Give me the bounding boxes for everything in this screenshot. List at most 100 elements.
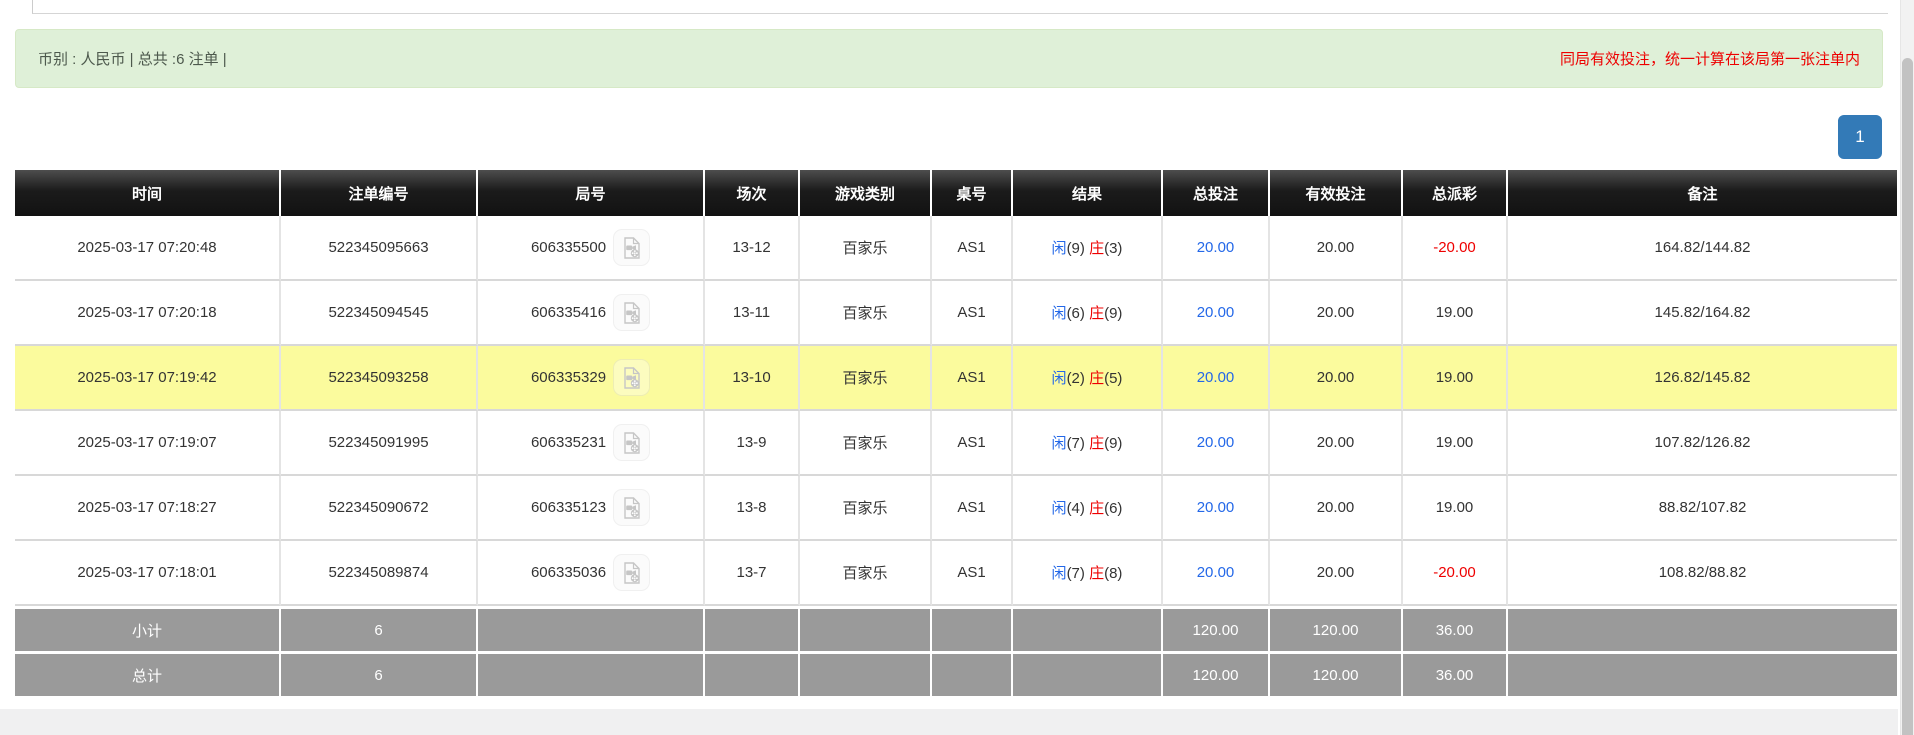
page-bottom-area [0, 709, 1898, 735]
valid-bet-cell: 20.00 [1270, 411, 1403, 476]
remark-cell: 107.82/126.82 [1508, 411, 1897, 476]
result-cell: 闲(2) 庄(5) [1013, 346, 1163, 411]
footer-payout-cell: 36.00 [1403, 651, 1508, 696]
col-header-valid-bet: 有效投注 [1270, 170, 1403, 216]
footer-total-bet-cell: 120.00 [1163, 606, 1270, 651]
valid-bet-cell: 20.00 [1270, 281, 1403, 346]
video-replay-button[interactable] [613, 489, 651, 526]
total-bet-link[interactable]: 20.00 [1163, 541, 1270, 606]
time-cell: 2025-03-17 07:19:07 [15, 411, 281, 476]
table-body: 2025-03-17 07:20:48 522345095663 6063355… [15, 216, 1897, 606]
result-player-label: 闲 [1051, 435, 1067, 452]
result-player-label: 闲 [1051, 305, 1067, 322]
video-replay-icon [620, 431, 644, 455]
total-bet-link[interactable]: 20.00 [1163, 216, 1270, 281]
cutoff-element-edge [32, 0, 1888, 14]
result-banker-label: 庄 [1089, 370, 1105, 387]
video-replay-icon [620, 496, 644, 520]
result-player-points: (9) [1066, 240, 1085, 257]
subtotal-row: 小计 6 120.00 120.00 36.00 [15, 606, 1897, 651]
footer-valid-bet-cell: 120.00 [1270, 606, 1403, 651]
round-id-cell: 606335416 [478, 281, 705, 346]
video-replay-button[interactable] [613, 229, 651, 266]
valid-bet-cell: 20.00 [1270, 216, 1403, 281]
result-banker-points: (9) [1104, 435, 1123, 452]
result-cell: 闲(6) 庄(9) [1013, 281, 1163, 346]
result-banker-label: 庄 [1089, 565, 1105, 582]
remark-cell: 164.82/144.82 [1508, 216, 1897, 281]
video-replay-button[interactable] [613, 294, 651, 331]
table-row: 2025-03-17 07:19:07 522345091995 6063352… [15, 411, 1897, 476]
footer-count-cell: 6 [281, 651, 478, 696]
payout-cell: -20.00 [1403, 541, 1508, 606]
summary-banner: 币别 : 人民币 | 总共 :6 注单 | 同局有效投注，统一计算在该局第一张注… [15, 29, 1883, 88]
round-id-value: 606335123 [530, 499, 607, 516]
settlement-note-text: 同局有效投注，统一计算在该局第一张注单内 [1559, 51, 1860, 68]
session-cell: 13-8 [705, 476, 800, 541]
table-row: 2025-03-17 07:19:42 522345093258 6063353… [15, 346, 1897, 411]
remark-cell: 88.82/107.82 [1508, 476, 1897, 541]
footer-label-cell: 总计 [15, 651, 281, 696]
game-type-cell: 百家乐 [800, 346, 932, 411]
video-replay-button[interactable] [613, 554, 651, 591]
page-1-button[interactable]: 1 [1838, 115, 1882, 159]
result-banker-points: (9) [1104, 305, 1123, 322]
table-no-cell: AS1 [932, 411, 1013, 476]
round-id-value: 606335329 [530, 369, 607, 386]
valid-bet-cell: 20.00 [1270, 476, 1403, 541]
col-header-bet-id: 注单编号 [281, 170, 478, 216]
payout-cell: 19.00 [1403, 476, 1508, 541]
total-bet-link[interactable]: 20.00 [1163, 281, 1270, 346]
video-replay-button[interactable] [613, 424, 651, 461]
session-cell: 13-9 [705, 411, 800, 476]
session-cell: 13-11 [705, 281, 800, 346]
payout-cell: 19.00 [1403, 281, 1508, 346]
scrollbar-thumb[interactable] [1902, 58, 1913, 735]
total-bet-link[interactable]: 20.00 [1163, 476, 1270, 541]
result-banker-points: (6) [1104, 500, 1123, 517]
result-cell: 闲(7) 庄(9) [1013, 411, 1163, 476]
table-header: 时间 注单编号 局号 场次 游戏类别 桌号 结果 总投注 有效投注 总派彩 备注 [15, 170, 1897, 216]
round-id-cell: 606335123 [478, 476, 705, 541]
result-banker-points: (8) [1104, 565, 1123, 582]
col-header-game-type: 游戏类别 [800, 170, 932, 216]
result-banker-points: (5) [1104, 370, 1123, 387]
video-replay-button[interactable] [613, 359, 651, 396]
table-footer: 小计 6 120.00 120.00 36.00 总计 6 120.00 120… [15, 606, 1897, 696]
time-cell: 2025-03-17 07:20:48 [15, 216, 281, 281]
col-header-remark: 备注 [1508, 170, 1897, 216]
total-bet-link[interactable]: 20.00 [1163, 346, 1270, 411]
round-id-cell: 606335231 [478, 411, 705, 476]
col-header-table-no: 桌号 [932, 170, 1013, 216]
video-replay-icon [620, 561, 644, 585]
payout-cell: 19.00 [1403, 346, 1508, 411]
result-player-points: (7) [1066, 435, 1085, 452]
result-banker-points: (3) [1104, 240, 1123, 257]
game-type-cell: 百家乐 [800, 281, 932, 346]
result-player-points: (6) [1066, 305, 1085, 322]
result-cell: 闲(7) 庄(8) [1013, 541, 1163, 606]
round-id-value: 606335416 [530, 304, 607, 321]
result-player-points: (2) [1066, 370, 1085, 387]
footer-total-bet-cell: 120.00 [1163, 651, 1270, 696]
table-row: 2025-03-17 07:20:48 522345095663 6063355… [15, 216, 1897, 281]
vertical-scrollbar[interactable] [1900, 0, 1914, 735]
round-id-cell: 606335036 [478, 541, 705, 606]
result-player-label: 闲 [1051, 500, 1067, 517]
result-cell: 闲(4) 庄(6) [1013, 476, 1163, 541]
table-no-cell: AS1 [932, 216, 1013, 281]
result-player-points: (7) [1066, 565, 1085, 582]
game-type-cell: 百家乐 [800, 216, 932, 281]
currency-summary-text: 币别 : 人民币 | 总共 :6 注单 | [38, 51, 227, 68]
total-bet-link[interactable]: 20.00 [1163, 411, 1270, 476]
bet-id-cell: 522345089874 [281, 541, 478, 606]
table-no-cell: AS1 [932, 541, 1013, 606]
col-header-result: 结果 [1013, 170, 1163, 216]
footer-count-cell: 6 [281, 606, 478, 651]
remark-cell: 108.82/88.82 [1508, 541, 1897, 606]
valid-bet-cell: 20.00 [1270, 541, 1403, 606]
round-id-value: 606335231 [530, 434, 607, 451]
table-row: 2025-03-17 07:20:18 522345094545 6063354… [15, 281, 1897, 346]
table-no-cell: AS1 [932, 476, 1013, 541]
col-header-time: 时间 [15, 170, 281, 216]
